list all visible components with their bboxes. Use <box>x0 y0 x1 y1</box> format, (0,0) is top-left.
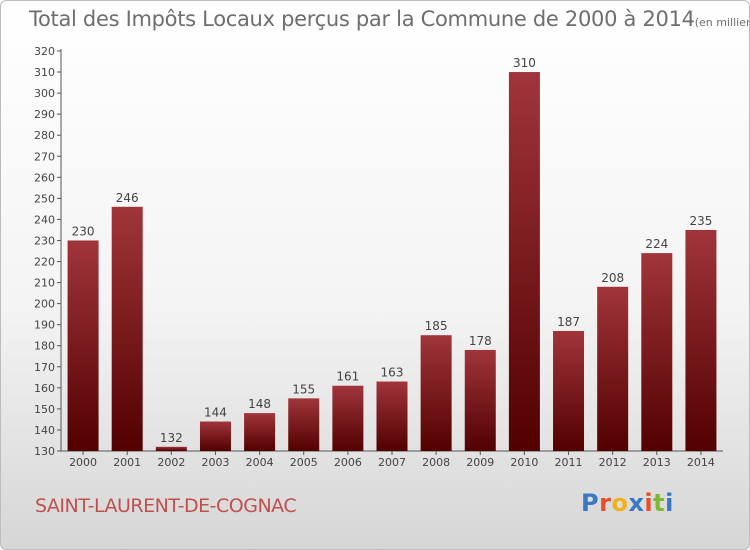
x-tick-label: 2003 <box>201 456 229 469</box>
value-label-2014: 235 <box>689 214 712 228</box>
y-tick-label: 180 <box>34 340 55 353</box>
x-axis: 2000 2001 2002 2003 2004 2005 2006 2007 2008 2009… <box>61 450 723 469</box>
x-tick-label: 2009 <box>466 456 494 469</box>
bar-2003 <box>199 421 231 451</box>
y-tick-label: 280 <box>34 129 55 142</box>
bar-2000 <box>67 240 99 451</box>
proxiti-logo: Proxiti <box>581 489 674 517</box>
y-tick-label: 190 <box>34 319 55 332</box>
y-tick-label: 140 <box>34 424 55 437</box>
bar-2006 <box>332 385 364 451</box>
value-label-2011: 187 <box>557 315 580 329</box>
x-tick-label: 2014 <box>687 456 715 469</box>
x-tick-label: 2010 <box>510 456 538 469</box>
y-tick-label: 210 <box>34 277 55 290</box>
x-tick-label: 2001 <box>113 456 141 469</box>
value-label-2002: 132 <box>160 431 183 445</box>
y-tick-label: 150 <box>34 403 55 416</box>
y-tick-label: 230 <box>34 234 55 247</box>
y-tick-label: 260 <box>34 171 55 184</box>
y-tick-label: 320 <box>34 45 55 58</box>
y-tick-label: 310 <box>34 66 55 79</box>
value-label-2008: 185 <box>425 319 448 333</box>
y-tick-label: 200 <box>34 298 55 311</box>
value-label-2012: 208 <box>601 271 624 285</box>
y-tick-label: 220 <box>34 256 55 269</box>
bars <box>67 72 717 451</box>
data-labels: 230 246 132 144 148 155 161 163 185 178 310 187 208 2… <box>72 56 713 445</box>
x-tick-label: 2012 <box>599 456 627 469</box>
y-tick-label: 300 <box>34 87 55 100</box>
bar-2002 <box>155 446 187 451</box>
unit-note: (en milliers d'€) <box>694 16 749 29</box>
logo-letter: i <box>644 489 654 517</box>
value-label-2001: 246 <box>116 191 139 205</box>
value-label-2009: 178 <box>469 334 492 348</box>
y-axis: 130 140 150 160 170 180 190 200 210 220 230 240 250 2… <box>34 45 62 458</box>
x-tick-label: 2006 <box>334 456 362 469</box>
x-tick-label: 2002 <box>157 456 185 469</box>
y-tick-label: 170 <box>34 361 55 374</box>
value-label-2010: 310 <box>513 56 536 70</box>
x-tick-label: 2013 <box>643 456 671 469</box>
x-tick-label: 2004 <box>246 456 274 469</box>
logo-letter: x <box>628 489 645 517</box>
y-tick-label: 240 <box>34 213 55 226</box>
y-tick-label: 250 <box>34 192 55 205</box>
y-tick-label: 130 <box>34 445 55 458</box>
x-tick-label: 2000 <box>69 456 97 469</box>
logo-letter: o <box>611 489 629 517</box>
logo-letter: r <box>599 489 612 517</box>
x-tick-label: 2005 <box>290 456 318 469</box>
bar-2013 <box>641 253 673 451</box>
bar-2001 <box>111 206 143 451</box>
value-label-2005: 155 <box>292 382 315 396</box>
bar-2005 <box>288 398 320 451</box>
value-label-2007: 163 <box>381 366 404 380</box>
x-tick-label: 2008 <box>422 456 450 469</box>
bar-2014 <box>685 229 717 451</box>
bar-2009 <box>464 349 496 451</box>
y-tick-label: 160 <box>34 382 55 395</box>
logo-letter: P <box>581 489 600 517</box>
value-label-2006: 161 <box>336 370 359 384</box>
bar-2008 <box>420 335 452 451</box>
bar-2004 <box>244 413 276 451</box>
value-label-2004: 148 <box>248 397 271 411</box>
logo-letter: i <box>665 489 674 517</box>
commune-name: SAINT-LAURENT-DE-COGNAC <box>35 495 297 517</box>
y-tick-label: 270 <box>34 150 55 163</box>
logo-letter: t <box>653 489 666 517</box>
chart-title: Total des Impôts Locaux perçus par la Co… <box>29 7 749 31</box>
y-tick-label: 290 <box>34 108 55 121</box>
value-label-2003: 144 <box>204 406 227 420</box>
value-label-2000: 230 <box>72 224 95 238</box>
bar-2010 <box>508 72 540 451</box>
bar-2007 <box>376 381 408 451</box>
x-tick-label: 2007 <box>378 456 406 469</box>
x-tick-label: 2011 <box>555 456 583 469</box>
value-label-2013: 224 <box>645 237 668 251</box>
bar-2012 <box>597 286 629 451</box>
title-text: Total des Impôts Locaux perçus par la Co… <box>29 7 695 31</box>
bar-2011 <box>553 331 585 451</box>
